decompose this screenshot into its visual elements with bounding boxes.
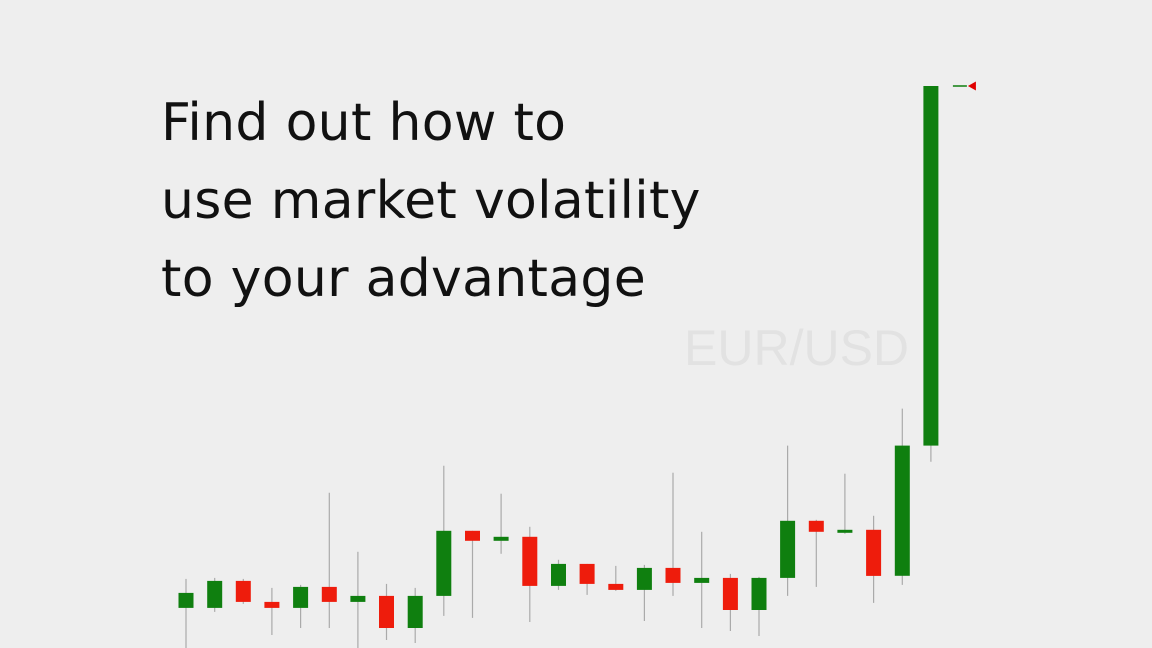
candle-body-up — [407, 595, 423, 628]
candle-body-down — [465, 530, 480, 541]
candle-body-up — [436, 530, 452, 596]
headline: Find out how to use market volatility to… — [161, 84, 701, 318]
candle-body-down — [264, 601, 280, 608]
candle — [379, 583, 394, 640]
candle — [350, 551, 366, 648]
candle-body-down — [665, 567, 681, 583]
candle — [722, 573, 738, 631]
candle — [407, 587, 423, 643]
candle-body-up — [493, 536, 509, 541]
candle — [207, 577, 223, 612]
candle-body-down — [608, 583, 624, 590]
candle — [465, 530, 480, 618]
candle — [264, 587, 280, 635]
candle-body-down — [522, 536, 538, 586]
candle — [636, 564, 652, 621]
candle-body-up — [837, 529, 853, 533]
candle-body-up — [178, 592, 194, 608]
current-price-marker — [952, 81, 976, 91]
candle-body-up — [293, 586, 309, 608]
candle-body-up — [751, 577, 767, 610]
candle-body-down — [379, 595, 394, 628]
candle-body-down — [235, 580, 251, 602]
candle-body-down — [579, 563, 595, 584]
candle-body-up — [894, 445, 910, 576]
headline-line-1: Find out how to — [161, 93, 567, 153]
headline-line-3: to your advantage — [161, 249, 647, 309]
headline-line-2: use market volatility — [161, 171, 701, 231]
candle — [751, 576, 767, 636]
candle — [923, 86, 939, 462]
candle — [808, 519, 824, 587]
candle-body-down — [722, 577, 738, 610]
candle — [321, 492, 337, 628]
candle-body-up — [636, 567, 652, 590]
candle — [780, 445, 796, 596]
candle-body-up — [780, 520, 796, 578]
symbol-watermark: EUR/USD — [684, 320, 909, 376]
candle-body-up — [551, 563, 566, 586]
candle — [235, 578, 251, 604]
candle — [522, 526, 538, 622]
candle — [665, 472, 681, 596]
candle-body-up — [207, 580, 223, 608]
price-arrow-icon — [967, 81, 976, 91]
candle-body-down — [321, 586, 337, 602]
candle — [837, 473, 853, 534]
candle — [894, 408, 910, 585]
candle-body-up — [694, 577, 710, 583]
candle-body-up — [350, 595, 366, 602]
candle-body-up — [923, 86, 939, 446]
candle — [293, 584, 309, 628]
candle — [436, 465, 452, 616]
candle-body-down — [866, 529, 882, 576]
candle — [694, 531, 710, 628]
candle-body-down — [808, 520, 824, 532]
candle — [178, 578, 194, 648]
candle — [579, 563, 595, 595]
candle — [493, 493, 509, 554]
candle — [608, 565, 624, 591]
candle — [866, 515, 882, 603]
candle — [551, 559, 566, 590]
candles-group — [178, 86, 939, 648]
